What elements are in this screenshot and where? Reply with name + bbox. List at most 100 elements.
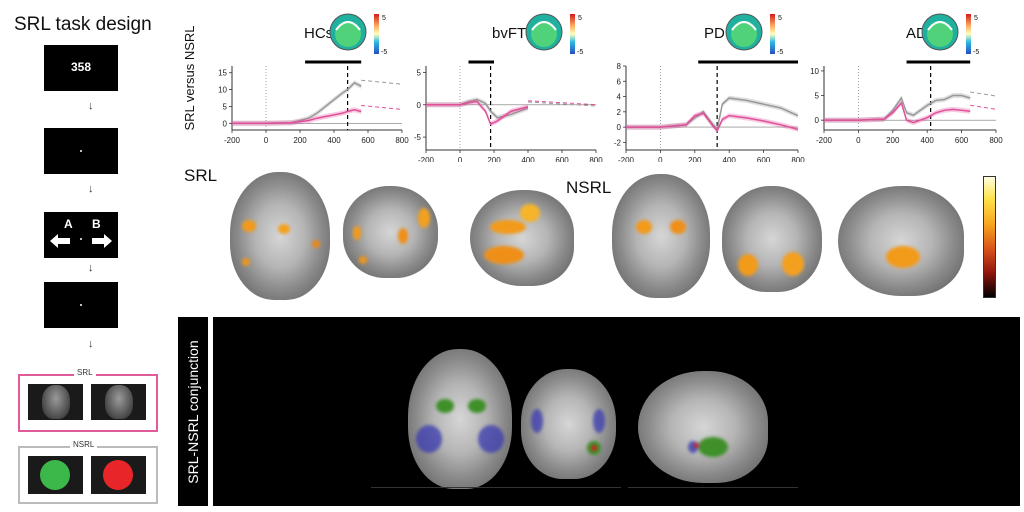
activation-blob xyxy=(782,252,804,276)
activation-blob xyxy=(670,220,686,234)
conjunction-region-blue xyxy=(478,425,504,453)
scalp-map-icon xyxy=(731,21,757,47)
conjunction-region-green xyxy=(436,399,454,413)
fixation-dot xyxy=(80,150,82,152)
x-tick-label: 800 xyxy=(791,156,805,162)
x-tick-label: 600 xyxy=(361,136,375,145)
activation-blob xyxy=(278,224,290,234)
x-tick-label: 200 xyxy=(293,136,307,145)
series-dashed-line xyxy=(361,79,403,85)
choice-screen: A B xyxy=(44,212,118,258)
series-dashed-line xyxy=(527,100,597,106)
choice-label-b: B xyxy=(92,217,101,231)
conjunction-label-box xyxy=(178,317,208,506)
fixation-dot xyxy=(80,304,82,306)
face-photo xyxy=(42,385,70,419)
x-tick-label: -200 xyxy=(816,136,833,145)
down-arrow-icon: ↓ xyxy=(88,262,94,274)
series-dashed-line xyxy=(361,104,403,110)
y-tick-label: 15 xyxy=(218,69,227,78)
nsrl-coronal-slice xyxy=(722,186,822,292)
series-line xyxy=(824,101,971,124)
x-tick-label: 400 xyxy=(921,136,935,145)
activation-blob xyxy=(418,208,430,228)
x-tick-label: 400 xyxy=(723,156,737,162)
x-tick-label: 200 xyxy=(688,156,702,162)
nsrl-outcome-box xyxy=(18,446,158,504)
x-tick-label: 600 xyxy=(955,136,969,145)
down-arrow-icon: ↓ xyxy=(88,338,94,350)
x-tick-label: 200 xyxy=(487,156,501,162)
scalp-colorbar-min: -5 xyxy=(381,49,387,56)
scalp-colorbar xyxy=(570,14,575,54)
y-tick-label: 5 xyxy=(417,68,422,77)
scalp-colorbar-min: -5 xyxy=(777,49,783,56)
conjunction-region-green xyxy=(468,399,486,413)
series-band xyxy=(626,95,798,132)
conjunction-label-text: SRL-NSRL conjunction xyxy=(185,339,201,484)
scalp-colorbar-max: 5 xyxy=(382,15,386,22)
conjunction-region-blue xyxy=(688,441,698,453)
series-line xyxy=(426,100,529,126)
y-tick-label: 10 xyxy=(810,67,819,76)
scalp-colorbar-max: 5 xyxy=(974,15,978,22)
series-dashed-line xyxy=(527,101,597,107)
scalp-colorbar-max: 5 xyxy=(778,15,782,22)
srl-map-label: SRL xyxy=(184,166,218,185)
activation-blob xyxy=(490,220,526,234)
y-tick-label: 0 xyxy=(417,101,422,110)
down-arrow-icon: ↓ xyxy=(88,183,94,195)
x-tick-label: 600 xyxy=(757,156,771,162)
scalp-map-icon xyxy=(531,21,557,47)
y-tick-label: 2 xyxy=(617,108,622,117)
left-arrow-icon xyxy=(50,234,70,248)
divider-line xyxy=(491,487,621,488)
nsrl-map-label: NSRL xyxy=(566,178,612,197)
conjunction-label: SRL-NSRL conjunction xyxy=(178,317,208,506)
activation-blob xyxy=(359,256,367,264)
y-tick-label: 0 xyxy=(617,123,622,132)
y-tick-label: -5 xyxy=(414,133,422,142)
down-arrow-icon: ↓ xyxy=(88,100,94,112)
series-band xyxy=(626,110,798,134)
activation-blob xyxy=(242,258,250,266)
srl-coronal-slice xyxy=(343,186,438,278)
nsrl-axial-slice xyxy=(612,174,710,298)
scalp-map-icon xyxy=(335,21,361,47)
x-tick-label: 800 xyxy=(589,156,603,162)
scalp-colorbar xyxy=(966,14,971,54)
conjunction-region-green xyxy=(698,437,728,457)
series-line xyxy=(232,81,362,125)
divider-line xyxy=(371,487,531,488)
chart-title: PD xyxy=(704,25,725,42)
activation-colorbar xyxy=(983,176,996,298)
x-tick-label: 0 xyxy=(658,156,663,162)
y-tick-label: 5 xyxy=(223,102,228,111)
activation-blob xyxy=(398,228,408,244)
x-tick-label: 400 xyxy=(521,156,535,162)
fixation-screen-1 xyxy=(44,128,118,174)
red-circle xyxy=(103,460,133,490)
scalp-colorbar-min: -5 xyxy=(577,49,583,56)
series-band xyxy=(824,100,971,126)
divider-line xyxy=(628,487,798,488)
series-dashed-line xyxy=(970,104,997,110)
scalp-map-icon xyxy=(731,21,757,31)
task-design-title: SRL task design xyxy=(14,14,152,35)
right-arrow-icon xyxy=(92,234,112,248)
fixation-dot xyxy=(80,238,82,240)
series-line xyxy=(626,112,799,133)
series-band xyxy=(232,107,362,126)
conjunction-panel xyxy=(213,317,1020,506)
scalp-colorbar xyxy=(770,14,775,54)
conjunction-axial-slice xyxy=(408,349,512,489)
y-tick-label: 10 xyxy=(218,86,227,95)
green-circle xyxy=(40,460,70,490)
red-circle-screen xyxy=(91,456,146,494)
fixation-screen-2 xyxy=(44,282,118,328)
y-tick-label: 4 xyxy=(617,93,622,102)
x-tick-label: 800 xyxy=(989,136,1003,145)
stimulus-number: 358 xyxy=(70,60,92,74)
activation-blob xyxy=(886,246,920,268)
